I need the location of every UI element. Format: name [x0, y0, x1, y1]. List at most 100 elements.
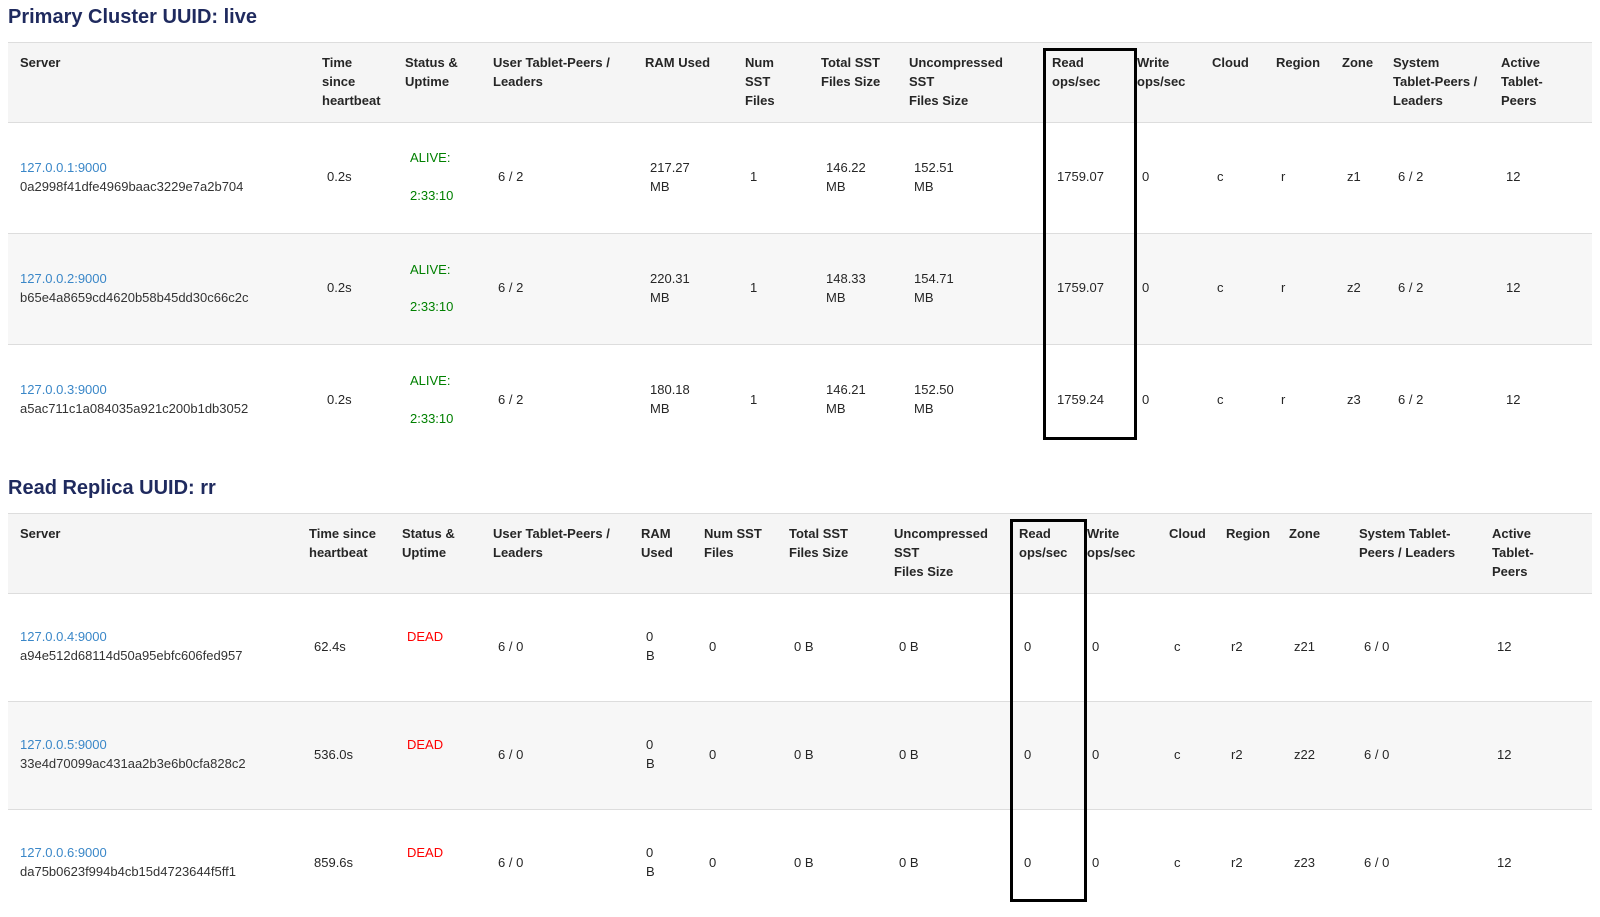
table-row: 127.0.0.3:9000 a5ac711c1a084035a921c200b…: [8, 343, 1592, 456]
cell-zone: z2: [1330, 232, 1381, 345]
column-header-time-since-heartbeat: Time since heartbeat: [310, 42, 393, 123]
cell-uncompressed-sst-size: 0 B: [899, 638, 919, 654]
cell-server: 127.0.0.4:9000 a94e512d68114d50a95ebfc60…: [8, 593, 297, 701]
cell-region: r: [1264, 232, 1330, 345]
cell-uncompressed-sst-size: 152.51 MB: [914, 159, 954, 194]
column-header-region: Region: [1214, 513, 1277, 594]
server-link[interactable]: 127.0.0.4:9000: [20, 629, 107, 645]
cell-write-ops: 0: [1092, 638, 1100, 654]
cell-uncompressed-sst-size: 0 B: [882, 700, 1007, 810]
column-header-region: Region: [1264, 42, 1330, 123]
cell-active-tablet-peers: 12: [1506, 169, 1521, 185]
server-link[interactable]: 127.0.0.5:9000: [20, 737, 107, 753]
cell-status-uptime: DEAD: [390, 808, 481, 917]
cell-cloud: c: [1157, 808, 1214, 917]
cell-num-sst-files: 1: [733, 343, 809, 456]
column-header-status-uptime: Status & Uptime: [390, 513, 481, 594]
cell-user-tablet-peers: 6 / 0: [481, 700, 629, 810]
cell-time-since-heartbeat: 859.6s: [297, 808, 390, 917]
uptime-text: 2:33:10: [410, 410, 454, 426]
cell-cloud: c: [1174, 638, 1181, 654]
cell-status-uptime: DEAD: [390, 593, 481, 701]
cell-total-sst-size: 148.33 MB: [809, 232, 897, 345]
page: Primary Cluster UUID: live Server Time s…: [0, 6, 1600, 917]
cell-region: r: [1264, 343, 1330, 456]
column-header-write-ops: Write ops/sec: [1125, 42, 1200, 123]
table-row: 127.0.0.5:9000 33e4d70099ac431aa2b3e6b0c…: [8, 700, 1592, 810]
cell-zone: z3: [1330, 343, 1381, 456]
column-header-read-ops: Read ops/sec: [1007, 513, 1075, 594]
cell-read-ops: 0: [1007, 808, 1075, 917]
header-row: Server Time since heartbeat Status & Upt…: [8, 42, 1592, 123]
cell-server: 127.0.0.1:9000 0a2998f41dfe4969baac3229e…: [8, 122, 310, 233]
cell-system-tablet-peers: 6 / 0: [1347, 700, 1480, 810]
section-title-primary: Primary Cluster UUID: live: [8, 6, 257, 28]
cell-active-tablet-peers: 12: [1489, 232, 1592, 345]
server-uuid: da75b0623f994b4cb15d4723644f5ff1: [20, 864, 236, 880]
column-header-server: Server: [8, 42, 310, 123]
column-header-system-tablet-peers: System Tablet-Peers / Leaders: [1381, 42, 1489, 123]
column-header-user-tablet-peers: User Tablet-Peers / Leaders: [481, 513, 629, 594]
cell-region: r2: [1231, 638, 1243, 654]
cell-read-ops: 0: [1024, 638, 1032, 654]
cell-active-tablet-peers: 12: [1497, 638, 1512, 654]
cell-num-sst-files: 1: [750, 169, 758, 185]
column-header-ram-used: RAM Used: [633, 42, 733, 123]
server-link[interactable]: 127.0.0.6:9000: [20, 845, 107, 861]
tserver-table-primary: Server Time since heartbeat Status & Upt…: [8, 42, 1592, 456]
cell-write-ops: 0: [1075, 808, 1157, 917]
cell-read-ops: 1759.07: [1040, 232, 1125, 345]
cell-total-sst-size: 0 B: [777, 700, 882, 810]
cell-system-tablet-peers: 6 / 2: [1381, 232, 1489, 345]
column-header-uncompressed-sst-size: Uncompressed SST Files Size: [882, 513, 1007, 594]
column-header-status-uptime: Status & Uptime: [393, 42, 481, 123]
server-uuid: a94e512d68114d50a95ebfc606fed957: [20, 648, 243, 664]
cell-user-tablet-peers: 6 / 2: [481, 343, 633, 456]
cell-status-uptime: ALIVE: 2:33:10: [393, 232, 481, 345]
cell-write-ops: 0: [1075, 700, 1157, 810]
status-text: DEAD: [407, 845, 444, 861]
status-text: ALIVE:: [410, 150, 451, 166]
cell-system-tablet-peers: 6 / 0: [1364, 638, 1390, 654]
column-header-ram-used: RAM Used: [629, 513, 692, 594]
column-header-total-sst-size: Total SST Files Size: [777, 513, 882, 594]
status-text: DEAD: [407, 629, 444, 645]
column-header-active-tablet-peers: Active Tablet- Peers: [1480, 513, 1592, 594]
uptime-text: 2:33:10: [410, 299, 454, 315]
cell-active-tablet-peers: 12: [1489, 343, 1592, 456]
column-header-cloud: Cloud: [1157, 513, 1214, 594]
cell-write-ops: 0: [1125, 343, 1200, 456]
server-uuid: b65e4a8659cd4620b58b45dd30c66c2c: [20, 289, 249, 305]
cell-time-since-heartbeat: 536.0s: [297, 700, 390, 810]
table-row: 127.0.0.1:9000 0a2998f41dfe4969baac3229e…: [8, 122, 1592, 233]
cell-total-sst-size: 146.21 MB: [809, 343, 897, 456]
cell-ram-used: 0 B: [629, 700, 692, 810]
tserver-table-replica: Server Time since heartbeat Status & Upt…: [8, 513, 1592, 917]
cell-server: 127.0.0.2:9000 b65e4a8659cd4620b58b45dd3…: [8, 232, 310, 345]
server-link[interactable]: 127.0.0.1:9000: [20, 159, 107, 175]
server-link[interactable]: 127.0.0.2:9000: [20, 271, 107, 287]
cell-server: 127.0.0.5:9000 33e4d70099ac431aa2b3e6b0c…: [8, 700, 297, 810]
cell-write-ops: 0: [1142, 169, 1150, 185]
cell-user-tablet-peers: 6 / 2: [498, 169, 524, 185]
cell-ram-used: 217.27 MB: [650, 159, 690, 194]
column-header-num-sst-files: Num SST Files: [733, 42, 809, 123]
cell-uncompressed-sst-size: 154.71 MB: [897, 232, 1040, 345]
column-header-total-sst-size: Total SST Files Size: [809, 42, 897, 123]
cell-num-sst-files: 0: [692, 700, 777, 810]
cell-region: r2: [1214, 808, 1277, 917]
cell-server: 127.0.0.3:9000 a5ac711c1a084035a921c200b…: [8, 343, 310, 456]
cell-status-uptime: DEAD: [390, 700, 481, 810]
cell-total-sst-size: 0 B: [794, 638, 814, 654]
section-title-replica: Read Replica UUID: rr: [8, 477, 216, 500]
cell-ram-used: 0 B: [629, 808, 692, 917]
cell-status-uptime: ALIVE: 2:33:10: [393, 343, 481, 456]
cell-num-sst-files: 1: [733, 232, 809, 345]
server-link[interactable]: 127.0.0.3:9000: [20, 382, 107, 398]
column-header-num-sst-files: Num SST Files: [692, 513, 777, 594]
status-text: ALIVE:: [410, 261, 451, 277]
cell-user-tablet-peers: 6 / 0: [498, 638, 524, 654]
server-uuid: 0a2998f41dfe4969baac3229e7a2b704: [20, 178, 244, 194]
table-row: 127.0.0.4:9000 a94e512d68114d50a95ebfc60…: [8, 593, 1592, 701]
cell-time-since-heartbeat: 0.2s: [310, 343, 393, 456]
